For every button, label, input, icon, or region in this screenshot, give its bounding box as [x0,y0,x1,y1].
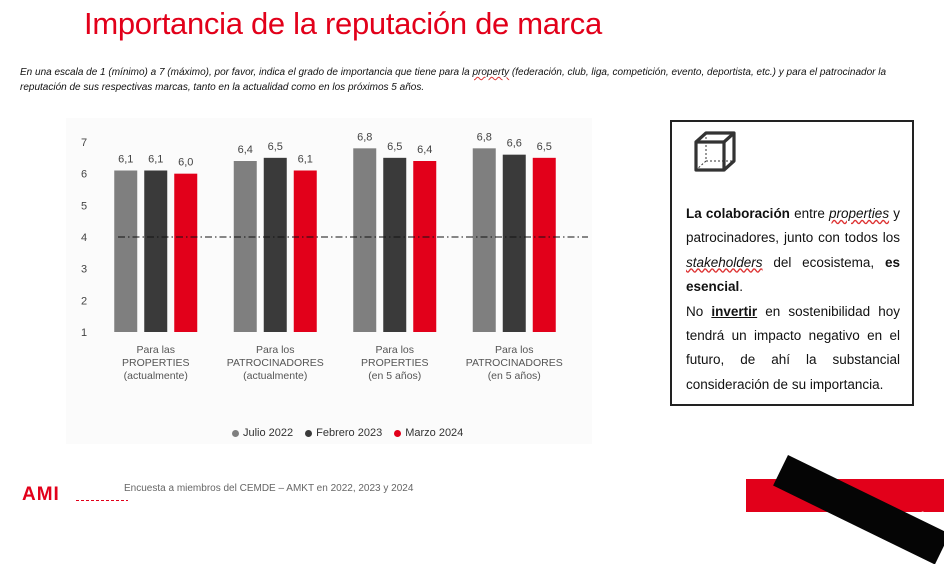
insight-em-stakeholders: stakeholders [686,254,763,270]
bar [413,161,437,332]
legend-label-febrero-2023: Febrero 2023 [316,427,383,439]
category-label: Para los [495,344,534,356]
category-label: PATROCINADORES [227,357,324,369]
bar [502,154,526,332]
bar [293,170,317,332]
bar [144,170,168,332]
category-label: Para los [256,344,295,356]
insight-text-1: entre [789,206,830,221]
bar-value-label: 6,4 [238,144,253,156]
ami-logo: AMI [22,484,60,505]
legend-item-julio-2022: Julio 2022 [232,427,293,439]
insight-text: La colaboración entre properties y patro… [686,202,900,397]
insight-text-5: No [686,303,712,319]
y-tick-label: 2 [81,295,87,307]
category-label: (en 5 años) [488,370,541,382]
page-number: 6 [920,510,926,520]
bar-value-label: 6,1 [118,154,133,166]
insight-bold-colaboracion: La colaboración [686,206,790,221]
bar [174,173,198,332]
bar-value-label: 6,4 [417,144,432,156]
source-footnote: Encuesta a miembros del CEMDE – AMKT en … [124,483,414,494]
cube-icon [694,131,736,172]
insight-text-6: en sostenibilidad hoy tendrá un impacto … [686,303,900,392]
y-tick-label: 5 [81,200,87,212]
y-tick-label: 1 [81,327,87,339]
logo-underline [76,500,128,501]
insight-text-3: del ecosistema, [762,254,885,270]
insight-bold-esencial: es esencial [686,254,900,295]
category-label: PROPERTIES [361,357,429,369]
bar [532,157,556,332]
bar-value-label: 6,5 [268,141,283,153]
insight-em-properties: properties [829,206,890,221]
insight-text-4: . [739,279,744,295]
y-tick-label: 6 [81,169,87,181]
bar-value-label: 6,5 [537,141,552,153]
insight-underline-invertir: invertir [711,303,758,319]
slide-title: Importancia de la reputación de marca [84,6,602,41]
bar-value-label: 6,5 [387,141,402,153]
bar-value-label: 6,0 [178,157,193,169]
category-label: Para los [375,344,414,356]
bar [263,157,287,332]
legend-dot-marzo-2024 [394,429,402,437]
bar [383,157,407,332]
bar [233,161,257,332]
insight-box: La colaboración entre properties y patro… [670,120,914,406]
category-label: (actualmente) [243,370,307,382]
y-tick-label: 7 [81,137,87,149]
chart-legend: Julio 2022 Febrero 2023 Marzo 2024 [232,427,463,439]
bar-value-label: 6,1 [298,154,313,166]
question-text: En una escala de 1 (mínimo) a 7 (máximo)… [20,65,932,95]
category-label: (en 5 años) [368,370,421,382]
insight-text-2: y patrocinadores, junto con todos los [686,206,900,246]
y-tick-label: 4 [81,232,87,244]
bar-value-label: 6,8 [477,131,492,143]
legend-label-julio-2022: Julio 2022 [243,427,294,439]
question-text-part-3: (federación, club, liga, competición, ev… [20,67,887,93]
bar [472,148,496,332]
bar-value-label: 6,1 [148,154,163,166]
category-label: Para las [136,344,175,356]
category-label: (actualmente) [124,370,188,382]
bar-value-label: 6,8 [357,131,372,143]
chart-area: 1 2 3 4 5 6 7 6,1 6,1 6,0 Para las PROPERTIES (actua… [66,118,592,444]
legend-label-marzo-2024: Marzo 2024 [405,427,464,439]
legend-item-marzo-2024: Marzo 2024 [394,427,463,439]
bar-value-label: 6,6 [507,138,522,150]
legend-dot-febrero-2023 [305,429,313,437]
bar [114,170,138,332]
question-text-part-1: En una escala de 1 (mínimo) a 7 (máximo)… [20,67,473,78]
category-label: PATROCINADORES [466,357,563,369]
legend-dot-julio-2022 [232,429,239,437]
category-label: PROPERTIES [122,357,190,369]
question-text-property: property [472,67,510,78]
y-tick-label: 3 [81,264,87,276]
legend-item-febrero-2023: Febrero 2023 [305,427,382,439]
bar [353,148,377,332]
